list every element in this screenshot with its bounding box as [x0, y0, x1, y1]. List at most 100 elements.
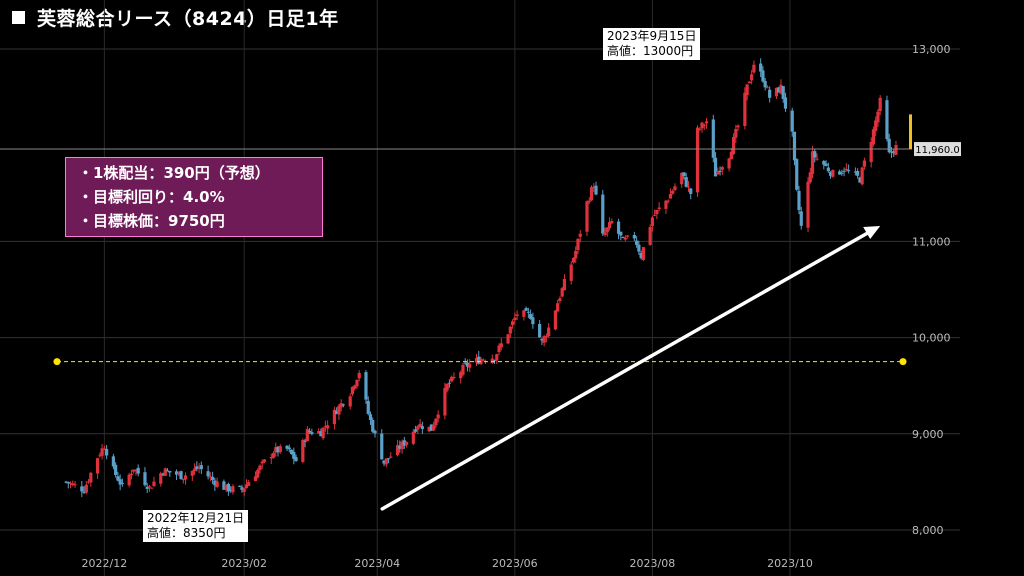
low-annotation-date: 2022年12月21日	[147, 511, 245, 525]
candle	[529, 309, 533, 320]
candle	[808, 167, 812, 184]
candle	[256, 468, 260, 479]
candle	[98, 452, 102, 458]
candle	[858, 176, 862, 183]
candle	[192, 463, 197, 475]
candle	[876, 108, 880, 127]
candle	[680, 172, 684, 188]
candle	[163, 467, 167, 476]
candle	[799, 206, 803, 230]
candle	[499, 338, 503, 351]
candle	[134, 469, 138, 476]
candle	[783, 92, 788, 112]
candle	[447, 379, 452, 388]
candle	[111, 453, 115, 470]
candle	[416, 425, 420, 434]
candle	[686, 180, 691, 192]
candle	[242, 487, 246, 497]
candle	[253, 471, 258, 482]
candle	[826, 162, 830, 173]
candle	[623, 235, 627, 242]
low-annotation: 2022年12月21日 高値：8350円	[143, 510, 249, 542]
candle	[538, 320, 542, 338]
candle	[350, 386, 355, 397]
candle	[199, 461, 203, 474]
candle	[589, 185, 594, 202]
candle	[777, 86, 781, 93]
candle	[601, 189, 605, 236]
candle	[323, 420, 327, 432]
candle	[569, 261, 573, 285]
candle	[395, 439, 400, 457]
grid-lines	[0, 0, 960, 576]
y-axis-labels: 13,000 11,000 10,000 9,000 8,000	[912, 43, 951, 537]
candle	[553, 309, 558, 331]
candle	[558, 296, 562, 304]
candle	[716, 167, 720, 175]
candle	[84, 480, 88, 495]
candle	[587, 197, 591, 205]
candle	[840, 169, 844, 176]
y-tick-label: 9,000	[912, 428, 944, 441]
candle	[357, 370, 361, 382]
candle	[294, 454, 298, 462]
candle	[750, 69, 754, 85]
candle	[129, 469, 134, 480]
candle	[637, 240, 641, 255]
trend-arrow	[380, 229, 873, 511]
candle	[310, 428, 314, 436]
candle	[747, 81, 751, 84]
candle	[434, 418, 438, 429]
candle	[326, 420, 330, 435]
candle	[603, 227, 607, 237]
candle	[102, 445, 106, 451]
candle	[862, 157, 867, 170]
candle	[639, 250, 643, 260]
candle	[774, 87, 779, 100]
candle	[66, 481, 70, 489]
candle	[673, 183, 677, 192]
candle	[165, 468, 170, 472]
candle	[745, 84, 749, 101]
candle	[474, 354, 479, 366]
candle	[411, 428, 415, 446]
candle	[86, 478, 91, 484]
candle	[278, 444, 282, 454]
candle	[655, 209, 659, 220]
candle	[759, 58, 763, 78]
candle	[542, 334, 546, 347]
candle	[341, 403, 346, 408]
candle	[247, 479, 251, 486]
candle	[878, 95, 882, 116]
candle	[195, 461, 199, 472]
candle	[368, 411, 373, 425]
candle	[179, 470, 183, 480]
candle	[215, 477, 219, 488]
candle	[292, 447, 296, 465]
candle	[605, 227, 609, 237]
candle	[616, 218, 621, 240]
candle	[136, 464, 140, 477]
candle	[147, 484, 152, 492]
candle	[105, 444, 109, 460]
candle	[806, 177, 810, 233]
candle	[562, 274, 567, 291]
candle	[871, 126, 876, 147]
chart-title-text: 芙蓉総合リース（8424）日足1年	[37, 8, 339, 30]
candle	[657, 202, 661, 211]
candle	[445, 383, 449, 393]
candle	[450, 375, 454, 383]
candle	[276, 445, 280, 457]
candle	[837, 169, 842, 175]
candle	[355, 379, 359, 389]
candle	[285, 445, 289, 451]
candle	[120, 478, 125, 487]
candle	[269, 453, 273, 464]
candle	[531, 312, 535, 329]
candle	[892, 149, 896, 157]
candle	[477, 350, 481, 365]
candle	[711, 114, 715, 163]
candle	[666, 199, 670, 204]
candle	[574, 246, 578, 263]
candle	[853, 167, 857, 176]
